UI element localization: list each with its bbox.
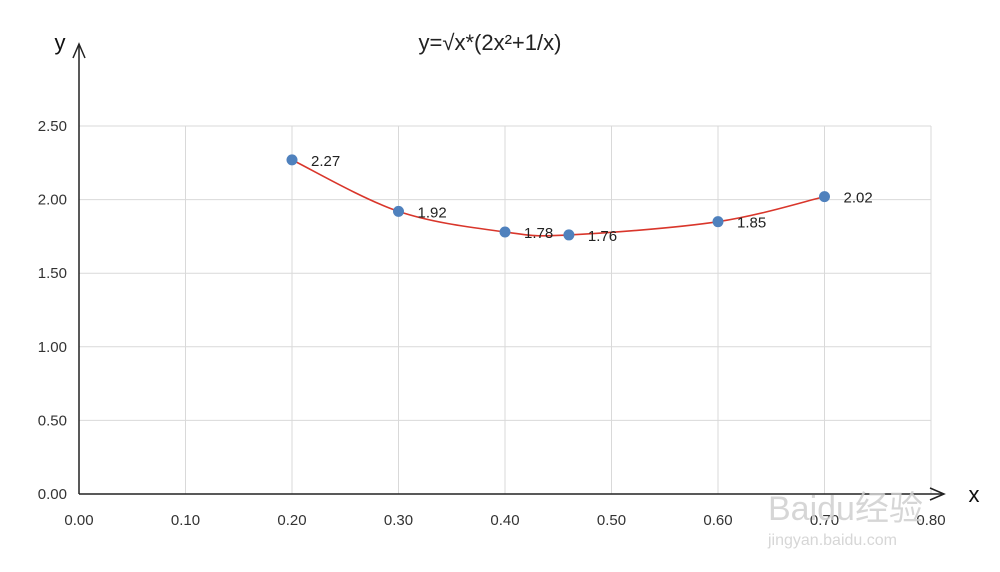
x-tick-label: 0.80	[916, 512, 945, 529]
data-point	[499, 226, 511, 238]
x-tick-label: 0.50	[597, 512, 626, 529]
grid	[79, 125, 932, 494]
series-group: 2.27 1.92 1.78 1.76 1.85 2.02	[286, 153, 873, 245]
chart-title: y=√x*(2x²+1/x)	[419, 30, 562, 55]
data-label: 1.76	[588, 228, 617, 245]
x-tick-label: 0.60	[703, 512, 732, 529]
x-tick-label: 0.10	[171, 512, 200, 529]
data-label: 1.92	[418, 204, 447, 221]
x-tick-label: 0.30	[384, 512, 413, 529]
y-tick-label: 1.50	[38, 265, 67, 282]
x-tick-label: 0.20	[277, 512, 306, 529]
data-point	[712, 216, 724, 228]
data-point	[819, 191, 830, 203]
watermark-url: jingyan.baidu.com	[767, 532, 897, 549]
x-tick-label: 0.70	[810, 512, 839, 529]
watermark-logo: Baidu经验	[768, 490, 923, 528]
x-axis-arrow	[929, 487, 946, 501]
y-tick-label: 1.00	[38, 339, 67, 356]
data-label: 2.27	[311, 153, 340, 170]
y-tick-label: 0.50	[38, 412, 67, 429]
y-tick-label: 2.50	[38, 118, 67, 135]
y-axis-label: y	[55, 30, 66, 55]
y-tick-labels: 0.00 0.50 1.00 1.50 2.00 2.50	[38, 118, 67, 503]
x-tick-label: 0.40	[490, 512, 519, 529]
data-label: 2.02	[844, 190, 873, 207]
data-label: 1.78	[524, 225, 553, 242]
axes	[72, 42, 946, 501]
data-point	[286, 154, 298, 166]
watermark: Baidu经验 jingyan.baidu.com	[767, 490, 923, 549]
y-tick-label: 2.00	[38, 192, 67, 209]
data-point	[563, 229, 575, 241]
data-label: 1.85	[737, 215, 766, 232]
x-tick-labels: 0.00 0.10 0.20 0.30 0.40 0.50 0.60 0.70 0.80	[64, 512, 945, 529]
y-tick-label: 0.00	[38, 486, 67, 503]
data-point	[393, 205, 404, 217]
x-axis-label: x	[969, 482, 980, 507]
series-line	[291, 159, 825, 237]
y-axis-arrow	[72, 42, 86, 59]
x-tick-label: 0.00	[64, 512, 93, 529]
